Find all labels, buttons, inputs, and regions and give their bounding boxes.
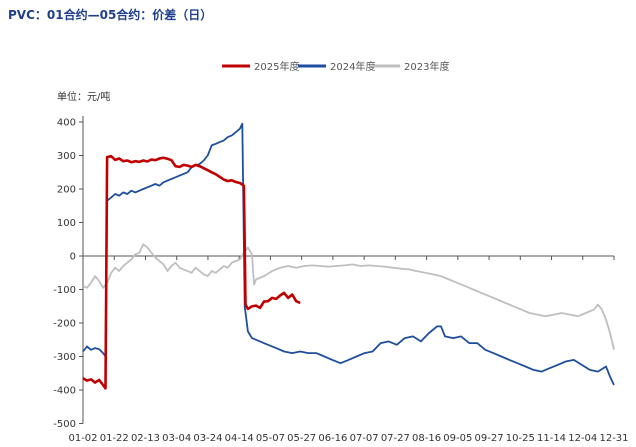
x-tick-label: 01-22 (100, 433, 129, 444)
y-tick-label: 100 (57, 218, 76, 229)
y-tick-label: -300 (53, 352, 76, 363)
x-tick-label: 11-14 (537, 433, 566, 444)
x-tick-label: 12-04 (568, 433, 597, 444)
y-tick-label: 300 (57, 151, 76, 162)
legend: 2025年度 2024年度 2023年度 (222, 60, 449, 73)
y-tick-label: -200 (53, 319, 76, 330)
y-tick-label: 200 (57, 185, 76, 196)
x-tick-label: 03-04 (162, 433, 191, 444)
x-tick-label: 01-02 (68, 433, 97, 444)
page-title: PVC：01合约—05合约：价差（日） (8, 8, 213, 22)
x-tick-label: 12-31 (599, 433, 628, 444)
x-tick-label: 09-27 (475, 433, 504, 444)
x-tick-label: 03-24 (193, 433, 222, 444)
legend-label: 2023年度 (404, 60, 449, 73)
plot-lines (82, 122, 615, 390)
unit-label: 单位：元/吨 (57, 90, 110, 103)
y-tick-label: -100 (53, 285, 76, 296)
x-tick-label: 04-14 (225, 433, 254, 444)
x-tick-label: 09-05 (443, 433, 472, 444)
y-tick-label: -400 (53, 386, 76, 397)
x-tick-label: 05-27 (287, 433, 316, 444)
series-line-2023年度 (82, 243, 615, 351)
x-tick-label: 05-07 (256, 433, 285, 444)
legend-label: 2025年度 (254, 60, 299, 73)
x-tick-label: 06-16 (318, 433, 347, 444)
x-tick-label: 02-13 (131, 433, 160, 444)
x-tick-label: 10-25 (506, 433, 535, 444)
x-tick-label: 07-27 (381, 433, 410, 444)
legend-label: 2024年度 (330, 60, 375, 73)
y-axis: 400 300 200 100 0 -100 -200 -300 -400 -500 (53, 116, 84, 430)
y-tick-label: -500 (53, 419, 76, 430)
series-line-2024年度 (82, 122, 615, 386)
x-tick-label: 07-07 (350, 433, 379, 444)
series-line-2025年度 (82, 154, 301, 390)
x-tick-label: 08-16 (412, 433, 441, 444)
y-tick-label: 400 (57, 118, 76, 129)
y-tick-label: 0 (70, 252, 76, 263)
x-axis: 01-02 01-22 02-13 03-04 03-24 04-14 05-07 05-27… (68, 255, 629, 444)
